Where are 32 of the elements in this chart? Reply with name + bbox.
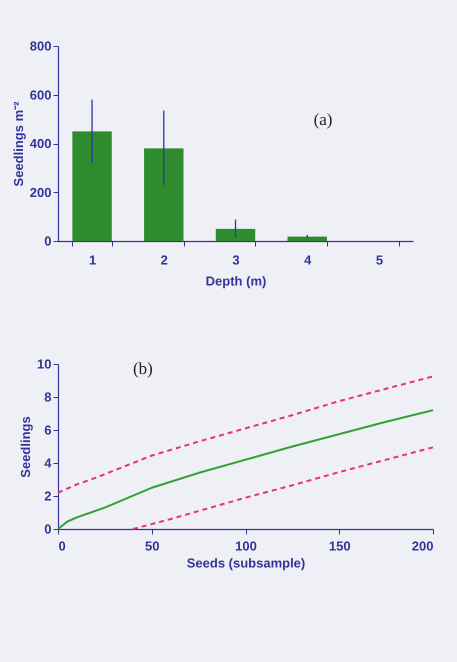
bar [144, 148, 184, 241]
x-tick-label: 50 [145, 538, 160, 554]
x-tick-label: 2 [160, 252, 168, 268]
x-tick-label: 150 [328, 538, 351, 554]
y-axis-title: Seedlings [18, 416, 34, 478]
y-tick-label: 600 [30, 87, 52, 102]
bar [216, 228, 256, 241]
y-tick-label: 200 [30, 184, 52, 200]
y-tick-label: 4 [44, 456, 52, 470]
annotation: (a) [314, 110, 332, 130]
bar [72, 131, 112, 241]
x-axis-title: Seeds (subsample) [186, 556, 306, 570]
annotation: (b) [133, 358, 153, 378]
line-series [132, 446, 434, 530]
x-tick-label: 100 [235, 538, 257, 554]
x-tick-label: 3 [232, 252, 240, 268]
y-tick-label: 800 [30, 38, 52, 54]
y-tick-label: 0 [44, 522, 52, 536]
x-tick-label: 4 [304, 252, 312, 268]
x-tick-label: 200 [412, 538, 434, 554]
y-tick-label: 10 [37, 356, 52, 372]
x-tick-label: 0 [58, 538, 66, 554]
y-tick-label: 400 [30, 136, 52, 151]
x-tick-label: 1 [88, 252, 96, 268]
x-tick-label: 5 [376, 252, 384, 268]
y-tick-label: 8 [44, 390, 52, 404]
y-tick-label: 6 [44, 422, 52, 438]
y-axis-title: Seedlings m⁻² [10, 100, 26, 186]
x-axis-title: Depth (m) [206, 274, 266, 288]
y-tick-label: 0 [44, 234, 52, 248]
y-tick-label: 2 [44, 488, 52, 504]
bar [287, 236, 327, 241]
